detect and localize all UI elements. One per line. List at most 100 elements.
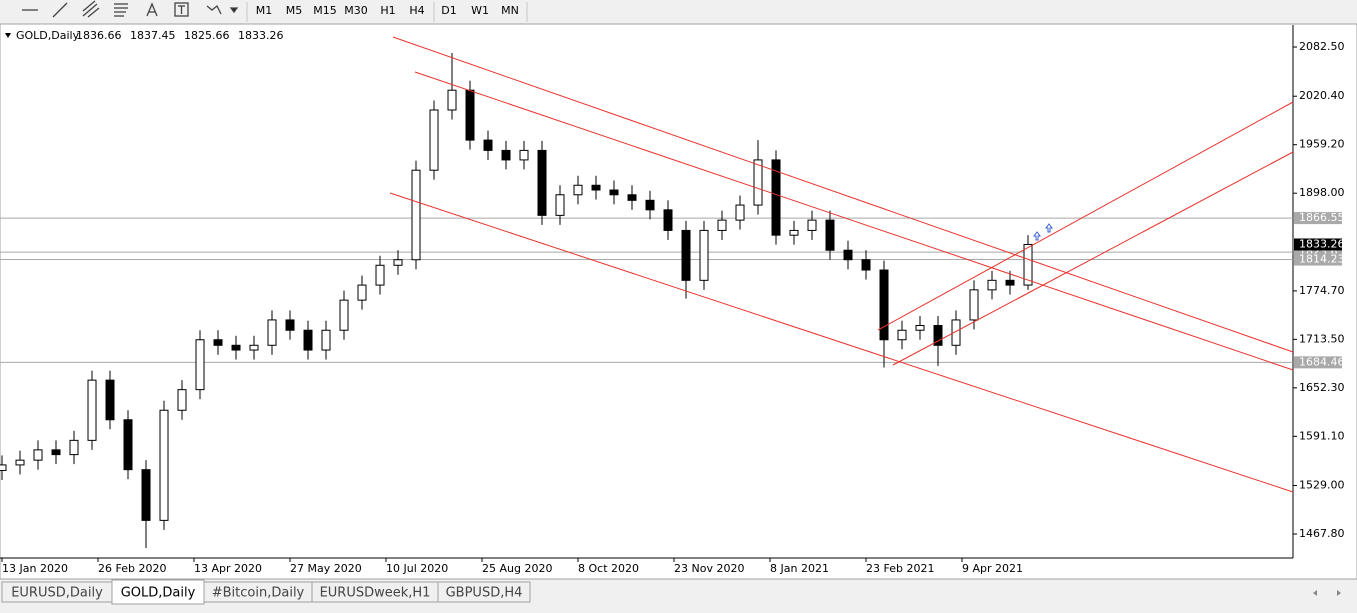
x-tick-label: 10 Jul 2020: [386, 562, 448, 575]
candle-body: [375, 264, 385, 286]
candle-body: [861, 259, 871, 271]
ohlc-value: 1825.66: [184, 29, 230, 42]
toolbar-separators: [246, 2, 528, 22]
timeframe-button[interactable]: MN: [501, 4, 519, 17]
candle-body: [555, 194, 565, 216]
timeframe-button[interactable]: D1: [441, 4, 456, 17]
ohlc-value: 1837.45: [130, 29, 176, 42]
candle-body: [969, 289, 979, 321]
candle-body: [87, 379, 97, 441]
level-label: 1814.23: [1299, 253, 1345, 266]
y-tick-label: 2020.40: [1299, 89, 1345, 102]
toolbar: [0, 0, 1357, 24]
candle-body: [0, 464, 7, 471]
candle-body: [699, 229, 709, 281]
candle-body: [411, 169, 421, 261]
x-tick-label: 8 Oct 2020: [578, 562, 639, 575]
tab-label[interactable]: GBPUSD,H4: [446, 586, 523, 601]
candle-body: [69, 439, 79, 456]
candle-body: [825, 219, 835, 251]
x-tick-label: 13 Jan 2020: [2, 562, 68, 575]
timeframe-button[interactable]: M30: [344, 4, 368, 17]
chart-window: [0, 23, 1357, 580]
candle-body: [231, 344, 241, 351]
x-tick-label: 13 Apr 2020: [194, 562, 262, 575]
y-tick-label: 1713.50: [1299, 332, 1345, 345]
level-label-bg: [1294, 253, 1342, 266]
candle-body: [501, 149, 511, 161]
candle-body: [681, 229, 691, 281]
candle-body: [33, 449, 43, 461]
candle-body: [879, 269, 889, 341]
candle-body: [717, 219, 727, 231]
candle-body: [789, 229, 799, 236]
candle-body: [645, 199, 655, 211]
y-tick-label: 1467.80: [1299, 527, 1345, 540]
tab-label[interactable]: EURUSDweek,H1: [320, 586, 431, 601]
x-tick-label: 25 Aug 2020: [482, 562, 552, 575]
candle-body: [321, 329, 331, 351]
candle-body: [303, 329, 313, 351]
tab-label[interactable]: GOLD,Daily: [121, 586, 196, 601]
header-arrow: [5, 33, 11, 38]
candle-body: [915, 324, 925, 331]
candle-body: [1005, 279, 1015, 286]
candle-body: [141, 469, 151, 521]
tab[interactable]: [111, 579, 205, 605]
candle-body: [465, 89, 475, 141]
candle-body: [843, 249, 853, 261]
y-tick-label: 1959.20: [1299, 138, 1345, 151]
candle-body: [591, 184, 601, 191]
ohlc-value: 1833.26: [238, 29, 284, 42]
arrow-signals: [1033, 223, 1053, 241]
scroll-arrows[interactable]: [1313, 590, 1341, 596]
candle-body: [951, 319, 961, 346]
toolbar-icons: [22, 0, 239, 18]
candle-body: [519, 149, 529, 161]
timeframe-button[interactable]: W1: [471, 4, 489, 17]
candle-body: [429, 109, 439, 171]
candle-body: [123, 419, 133, 471]
candle-body: [663, 209, 673, 231]
candle-body: [249, 344, 259, 351]
candle-body: [897, 329, 907, 341]
candle-body: [753, 159, 763, 206]
x-tick-label: 27 May 2020: [290, 562, 362, 575]
candle-body: [393, 259, 403, 266]
timeframe-button[interactable]: M15: [313, 4, 337, 17]
bid-label-bg: [1294, 238, 1342, 251]
y-tick-label: 1652.30: [1299, 381, 1345, 394]
timeframe-button[interactable]: H1: [380, 4, 395, 17]
timeframe-button[interactable]: M1: [256, 4, 273, 17]
candle-body: [627, 194, 637, 201]
x-tick-label: 23 Nov 2020: [674, 562, 744, 575]
level-label: 1866.55: [1299, 211, 1345, 224]
y-tick-label: 1774.70: [1299, 284, 1345, 297]
timeframe-button[interactable]: M5: [286, 4, 303, 17]
ohlc-value: 1836.66: [76, 29, 122, 42]
x-tick-label: 23 Feb 2021: [866, 562, 934, 575]
tab-label[interactable]: EURUSD,Daily: [11, 586, 103, 601]
candle-body: [573, 184, 583, 196]
candle-body: [339, 299, 349, 331]
candle-body: [51, 449, 61, 456]
timeframe-button[interactable]: H4: [409, 4, 424, 17]
candle-body: [195, 339, 205, 391]
trendlines: [389, 36, 1294, 493]
candle-body: [105, 379, 115, 421]
tab-label[interactable]: #Bitcoin,Daily: [212, 586, 305, 601]
tab[interactable]: [437, 581, 531, 603]
candle-body: [933, 324, 943, 346]
candle-body: [357, 284, 367, 301]
candle-body: [1023, 243, 1033, 286]
level-label: 1684.46: [1299, 355, 1345, 368]
candle-body: [771, 159, 781, 236]
candle-body: [447, 89, 457, 111]
bid-label: 1833.26: [1299, 237, 1345, 250]
candle-body: [609, 189, 619, 196]
candle-body: [735, 204, 745, 221]
level-label-bg: [1294, 356, 1342, 369]
candle-body: [15, 459, 25, 466]
candle-body: [537, 149, 547, 216]
